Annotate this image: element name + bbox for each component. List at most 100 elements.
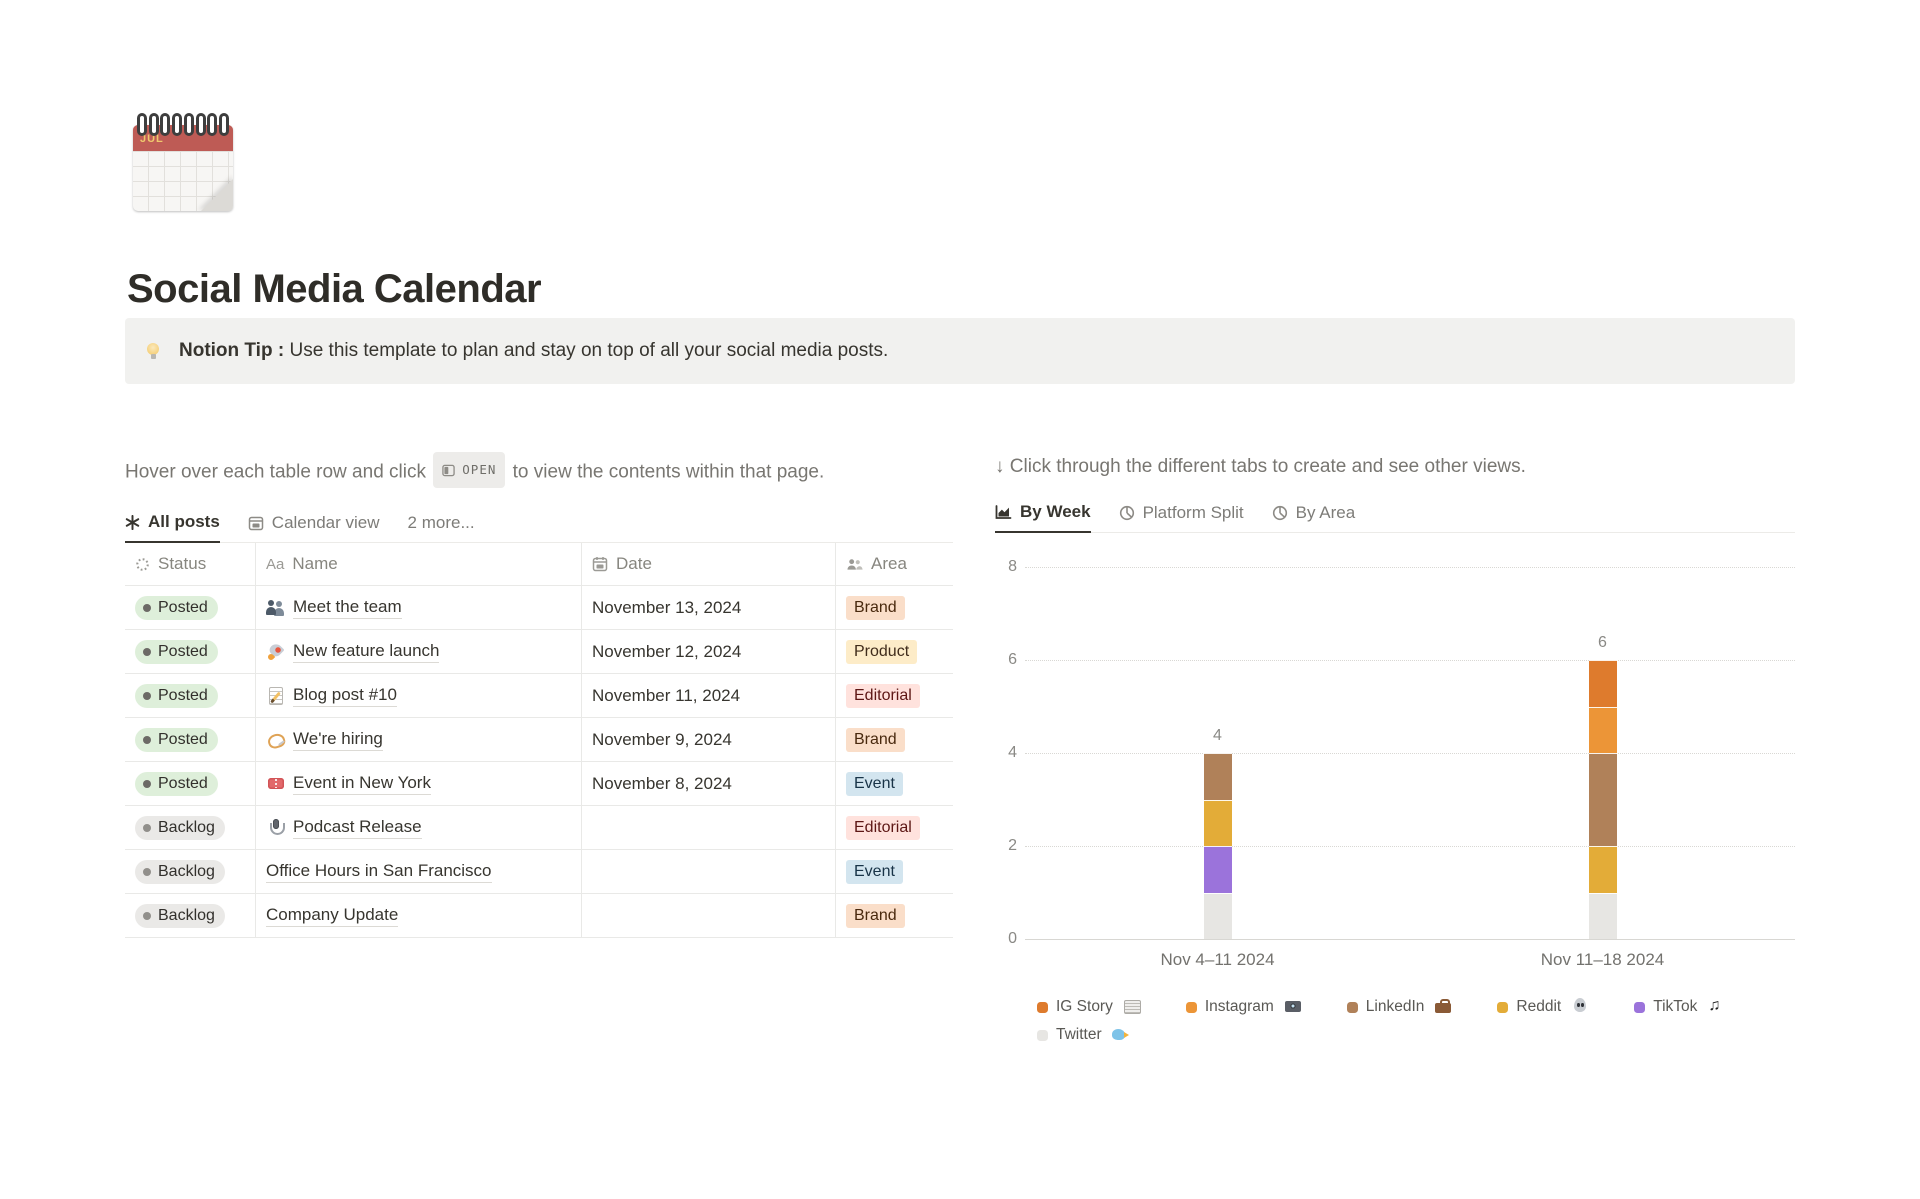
area-cell: Editorial (836, 674, 953, 717)
asterisk-icon (125, 514, 140, 530)
status-badge[interactable]: Posted (135, 727, 218, 752)
status-badge[interactable]: Backlog (135, 859, 225, 884)
bar-segment-reddit[interactable] (1588, 846, 1617, 893)
status-badge[interactable]: Posted (135, 639, 218, 664)
table-row[interactable]: Posted Blog post #10 November 11, 2024 E… (125, 674, 953, 718)
legend-item[interactable]: IG Story (1037, 998, 1142, 1016)
legend-item[interactable]: TikTok (1634, 997, 1726, 1016)
right-instruction: ↓ Click through the different tabs to cr… (995, 456, 1526, 477)
status-dot (143, 867, 151, 876)
legend-item[interactable]: Reddit (1497, 998, 1590, 1016)
pie-chart-icon (1272, 505, 1287, 521)
tab-calendar-view[interactable]: Calendar view (248, 513, 380, 542)
area-label: Brand (854, 730, 897, 748)
spiral-calendar-page-icon[interactable]: JUL (133, 113, 233, 211)
column-header-status[interactable]: Status (125, 543, 256, 585)
bar-segment-ig-story[interactable] (1588, 660, 1617, 707)
area-label: Product (854, 642, 910, 660)
calendar-page-curl (200, 178, 233, 211)
date-cell: November 11, 2024 (582, 674, 836, 717)
row-name-link[interactable]: Meet the team (293, 597, 402, 619)
calendar-spiral-rings (137, 113, 229, 136)
legend-item[interactable]: LinkedIn (1346, 998, 1454, 1016)
date-cell (582, 850, 836, 893)
notes-icon (1706, 997, 1726, 1016)
row-name-link[interactable]: New feature launch (293, 641, 440, 663)
legend-marker (1037, 1001, 1048, 1013)
tab-more-views[interactable]: 2 more... (408, 513, 475, 542)
text-type-icon: Aa (266, 555, 285, 573)
legend-label: TikTok (1653, 998, 1698, 1015)
status-dot (143, 691, 151, 700)
open-badge[interactable]: OPEN (433, 452, 506, 488)
bar-segment-tiktok[interactable] (1203, 846, 1232, 893)
area-cell: Product (836, 630, 953, 673)
status-badge[interactable]: Posted (135, 771, 218, 796)
legend-label: Instagram (1204, 998, 1274, 1015)
area-cell: Brand (836, 718, 953, 761)
status-cell: Posted (125, 586, 256, 629)
y-tick-label: 8 (1008, 558, 1017, 575)
column-label: Area (871, 554, 907, 573)
legend-label: Reddit (1516, 998, 1562, 1015)
chart-legend: IG Story Instagram LinkedIn Reddit TikTo… (1037, 997, 1777, 1044)
bar-total-label: 6 (1598, 634, 1607, 651)
stacked-bar[interactable]: 6 (1588, 634, 1617, 939)
gridline (1025, 567, 1795, 568)
legend-marker (1346, 1001, 1358, 1013)
area-tag: Event (846, 771, 903, 796)
tab-by-area[interactable]: By Area (1272, 503, 1355, 532)
row-date: November 13, 2024 (592, 597, 742, 617)
column-header-date[interactable]: Date (582, 543, 836, 585)
status-badge[interactable]: Backlog (135, 903, 225, 928)
right-column: ↓ Click through the different tabs to cr… (995, 452, 1795, 1044)
column-header-name[interactable]: Aa Name (256, 543, 582, 585)
bar-segment-twitter[interactable] (1203, 892, 1232, 939)
stacked-bar[interactable]: 4 (1203, 727, 1232, 939)
table-row[interactable]: Posted We're hiring November 9, 2024 Bra… (125, 718, 953, 762)
row-name-link[interactable]: We're hiring (293, 729, 383, 751)
row-date: November 9, 2024 (592, 729, 732, 749)
open-badge-label: OPEN (462, 462, 497, 477)
tab-platform-split[interactable]: Platform Split (1119, 503, 1244, 532)
status-badge[interactable]: Posted (135, 683, 218, 708)
row-name-link[interactable]: Company Update (266, 905, 399, 927)
bar-segment-linkedin[interactable] (1203, 753, 1232, 800)
bar-segment-reddit[interactable] (1203, 799, 1232, 846)
status-dot (143, 823, 151, 832)
status-badge[interactable]: Posted (135, 595, 218, 620)
status-badge[interactable]: Backlog (135, 815, 225, 840)
table-row[interactable]: Posted Meet the team November 13, 2024 B… (125, 586, 953, 630)
status-label: Backlog (158, 818, 215, 836)
table-row[interactable]: Posted New feature launch November 12, 2… (125, 630, 953, 674)
status-dot (143, 735, 151, 744)
date-cell: November 8, 2024 (582, 762, 836, 805)
people-icon (847, 558, 863, 570)
table-row[interactable]: Backlog Office Hours in San Francisco Ev… (125, 850, 953, 894)
instruction-suffix: to view the contents within that page. (512, 461, 825, 483)
row-name-link[interactable]: Event in New York (293, 773, 431, 795)
gridline (1025, 660, 1795, 661)
column-label: Name (292, 554, 338, 573)
table-row[interactable]: Posted Event in New York November 8, 202… (125, 762, 953, 806)
bar-segment-instagram[interactable] (1588, 706, 1617, 753)
row-name-link[interactable]: Office Hours in San Francisco (266, 861, 492, 883)
left-column: Hover over each table row and click OPEN… (125, 452, 953, 938)
tab-by-week[interactable]: By Week (995, 502, 1091, 533)
area-label: Editorial (854, 686, 912, 704)
table-row[interactable]: Backlog Podcast Release Editorial (125, 806, 953, 850)
table-body: Posted Meet the team November 13, 2024 B… (125, 586, 953, 938)
row-date: November 8, 2024 (592, 773, 732, 793)
table-row[interactable]: Backlog Company Update Brand (125, 894, 953, 938)
bar-segment-twitter[interactable] (1588, 892, 1617, 939)
tab-all-posts[interactable]: All posts (125, 512, 220, 543)
column-header-area[interactable]: Area (836, 543, 953, 585)
bar-segment-linkedin[interactable] (1588, 753, 1617, 846)
date-cell (582, 894, 836, 937)
legend-item[interactable]: Instagram (1185, 998, 1303, 1016)
row-name-link[interactable]: Blog post #10 (293, 685, 397, 707)
legend-item[interactable]: Twitter (1037, 1026, 1131, 1044)
row-name-link[interactable]: Podcast Release (293, 817, 422, 839)
